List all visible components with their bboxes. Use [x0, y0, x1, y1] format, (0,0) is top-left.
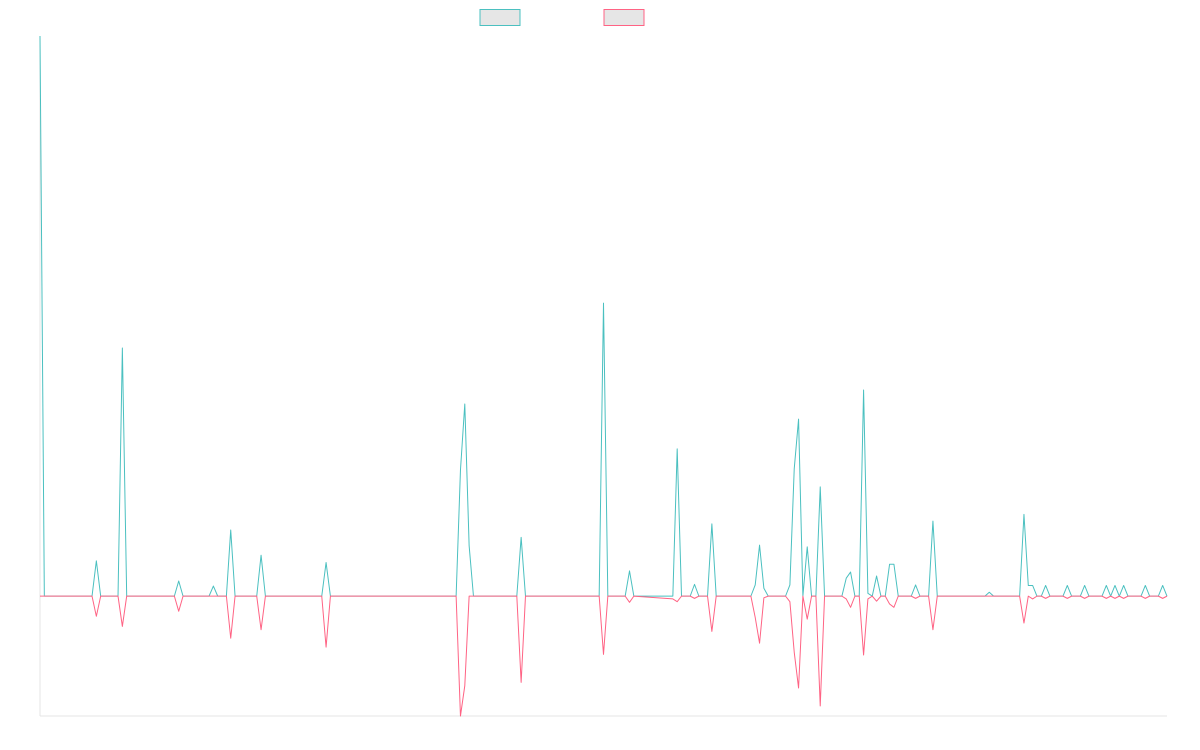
legend-item: [479, 9, 521, 26]
legend-swatch: [603, 9, 645, 26]
series-line: [40, 595, 1168, 717]
series-line: [39, 35, 1168, 597]
legend-swatch: [479, 9, 521, 26]
legend-item: [603, 9, 645, 26]
